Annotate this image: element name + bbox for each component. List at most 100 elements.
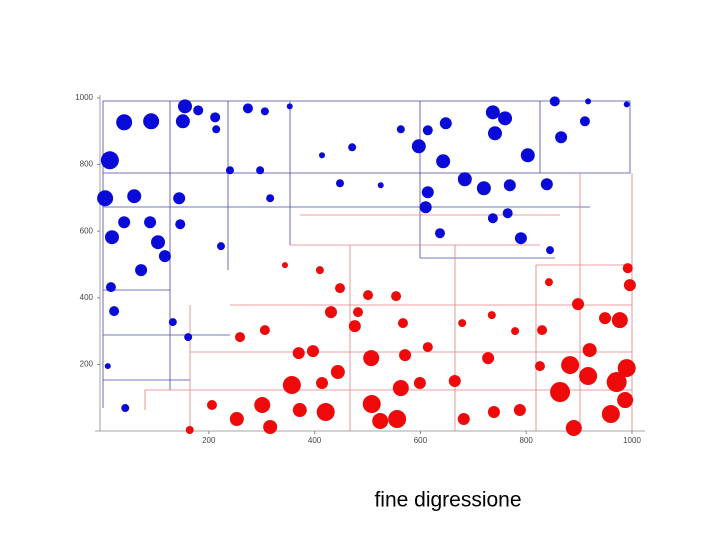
point [144, 216, 157, 229]
point [266, 194, 275, 203]
point [572, 298, 585, 311]
point [457, 172, 472, 187]
point [487, 406, 500, 419]
point [436, 154, 451, 169]
y-tick-label: 200 [80, 360, 94, 369]
point [225, 166, 234, 175]
point [151, 235, 166, 250]
x-tick-label: 400 [308, 436, 322, 445]
point [210, 112, 221, 123]
point [534, 361, 545, 372]
point [421, 186, 434, 199]
point [335, 179, 344, 188]
point [565, 420, 582, 437]
point [377, 182, 384, 189]
point [606, 372, 627, 393]
point [212, 125, 221, 134]
point [348, 320, 361, 333]
point [546, 246, 555, 255]
point [105, 282, 116, 293]
point [121, 404, 130, 413]
point [242, 103, 253, 114]
point [599, 312, 612, 325]
x-tick-label: 800 [520, 436, 534, 445]
point [135, 264, 148, 277]
point [419, 201, 432, 214]
point [502, 208, 513, 219]
y-tick-label: 1000 [75, 93, 93, 102]
point [422, 125, 433, 136]
point [537, 325, 548, 336]
point [482, 352, 495, 365]
point [334, 283, 345, 294]
point [100, 151, 119, 170]
point [498, 111, 513, 126]
y-tick-label: 600 [80, 226, 94, 235]
point [585, 98, 592, 105]
point [118, 216, 131, 229]
point [193, 105, 204, 116]
point [503, 179, 516, 192]
x-tick-label: 1000 [623, 436, 641, 445]
point [362, 395, 381, 414]
point [617, 392, 634, 409]
point [476, 181, 491, 196]
point [439, 117, 452, 130]
point [319, 152, 326, 159]
point [282, 376, 301, 395]
point [256, 166, 265, 175]
point [235, 332, 246, 343]
point [260, 107, 269, 116]
point [316, 403, 335, 422]
point [582, 343, 597, 358]
point [316, 377, 329, 390]
point [254, 397, 271, 414]
point [422, 342, 433, 353]
point [413, 377, 426, 390]
point [396, 125, 405, 134]
point [434, 228, 445, 239]
point [388, 410, 407, 429]
point [457, 413, 470, 426]
point [411, 139, 426, 154]
point [448, 375, 461, 388]
point [372, 413, 389, 430]
point [487, 126, 502, 141]
point [623, 101, 630, 108]
point [315, 266, 324, 275]
point [259, 325, 270, 336]
point [175, 219, 186, 230]
point [104, 230, 119, 245]
point [158, 250, 171, 263]
partition-lines [102, 100, 633, 431]
point [513, 404, 526, 417]
point [168, 318, 177, 327]
point [307, 345, 320, 358]
point [549, 96, 560, 107]
point [177, 99, 192, 114]
point [555, 131, 568, 144]
point [485, 105, 500, 120]
point [579, 116, 590, 127]
point [550, 382, 571, 403]
point [458, 319, 467, 328]
point [348, 143, 357, 152]
point [263, 420, 278, 435]
point [487, 213, 498, 224]
point [514, 232, 527, 245]
point [540, 178, 553, 191]
point [520, 148, 535, 163]
point [143, 113, 160, 130]
point [363, 350, 380, 367]
point [216, 242, 225, 251]
point [97, 190, 114, 207]
point [363, 290, 374, 301]
point [229, 412, 244, 427]
point [292, 347, 305, 360]
point [544, 278, 553, 287]
point [184, 333, 193, 342]
point [206, 400, 217, 411]
point [286, 103, 293, 110]
caption: fine digressione [374, 489, 521, 512]
